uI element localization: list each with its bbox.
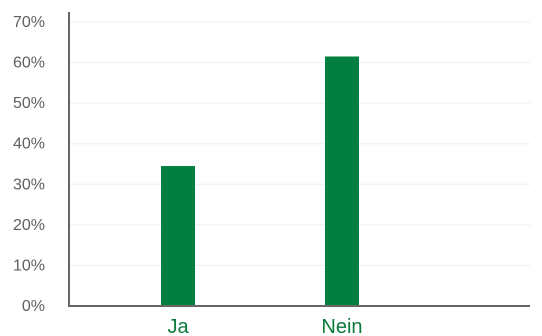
- y-tick-label: 60%: [13, 55, 45, 72]
- x-category-labels: Ja Nein: [167, 316, 362, 336]
- y-tick-label: 20%: [13, 217, 45, 234]
- y-tick-labels: 0% 10% 20% 30% 40% 50% 60% 70%: [13, 14, 45, 315]
- bar-ja: [161, 166, 195, 306]
- grid-layer: [69, 21, 530, 266]
- y-tick-label: 40%: [13, 136, 45, 153]
- x-category-label: Ja: [167, 316, 189, 336]
- axes-layer: [68, 12, 530, 307]
- y-tick-label: 10%: [13, 257, 45, 274]
- y-tick-label: 70%: [13, 14, 45, 31]
- y-tick-label: 50%: [13, 95, 45, 112]
- y-tick-label: 0%: [22, 298, 45, 315]
- y-tick-label: 30%: [13, 176, 45, 193]
- bars-layer: [161, 56, 359, 306]
- x-category-label: Nein: [321, 316, 362, 336]
- bar-nein: [325, 56, 359, 306]
